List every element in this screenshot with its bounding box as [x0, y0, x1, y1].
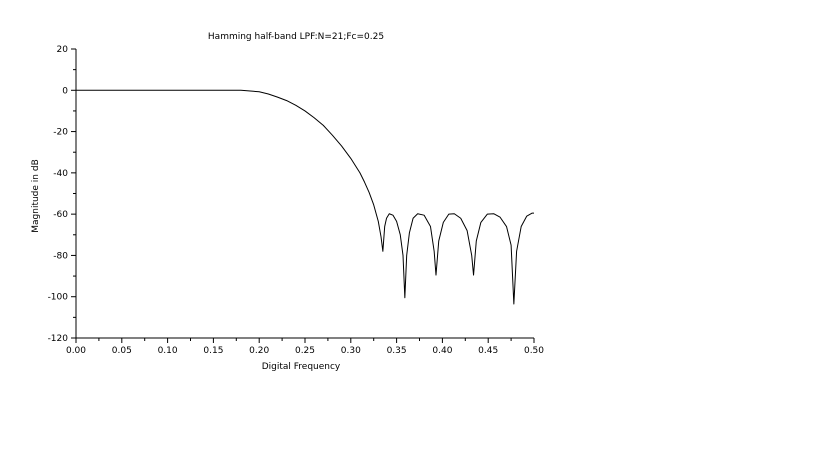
y-tick-label: -40: [53, 169, 68, 179]
y-tick-label: -60: [53, 210, 68, 220]
y-tick-label: -100: [48, 293, 69, 303]
y-axis-label: Magnitude in dB: [31, 159, 41, 233]
y-tick-label: -120: [48, 334, 69, 344]
x-tick-label: 0.05: [112, 346, 132, 356]
x-tick-label: 0.15: [203, 346, 223, 356]
y-tick-label: 0: [62, 86, 68, 96]
x-tick-label: 0.25: [295, 346, 315, 356]
y-axis-ticks: 20 0 -20 -40 -60 -80 -100 -120: [48, 45, 76, 344]
y-tick-label: -20: [53, 128, 68, 138]
x-tick-label: 0.30: [341, 346, 361, 356]
axes: [75, 49, 534, 339]
x-tick-label: 0.35: [387, 346, 407, 356]
series-line: [76, 89, 534, 305]
series-group: [76, 89, 534, 305]
x-tick-label: 0.45: [478, 346, 498, 356]
y-tick-label: 20: [57, 45, 69, 55]
chart-title: Hamming half-band LPF:N=21;Fc=0.25: [208, 32, 384, 42]
x-tick-label: 0.10: [158, 346, 178, 356]
x-tick-label: 0.40: [432, 346, 452, 356]
x-tick-label: 0.50: [524, 346, 544, 356]
y-tick-label: -80: [53, 251, 68, 261]
x-tick-label: 0.00: [66, 346, 86, 356]
x-axis-label: Digital Frequency: [262, 362, 341, 372]
x-tick-label: 0.20: [249, 346, 269, 356]
x-axis-ticks: 0.00 0.05 0.10 0.15 0.20 0.25 0.30 0.35 0.40 0.45…: [66, 338, 544, 356]
